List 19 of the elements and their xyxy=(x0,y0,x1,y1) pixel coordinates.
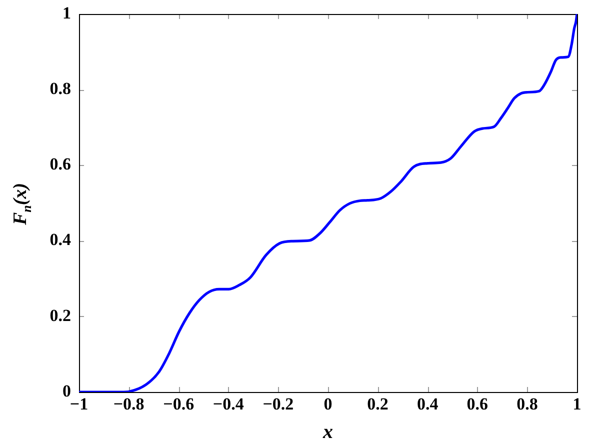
x-tick-label: 0.6 xyxy=(466,394,488,414)
x-tick-label: 0.8 xyxy=(516,394,538,414)
x-tick-label: −0.8 xyxy=(113,394,144,414)
x-tick-label: −0.2 xyxy=(262,394,294,414)
y-tick-label: 0.2 xyxy=(50,306,71,325)
x-tick-label: 1 xyxy=(572,394,582,414)
x-tick-label: 0.4 xyxy=(416,394,439,414)
y-tick-label: 1 xyxy=(62,3,71,22)
line-series xyxy=(79,14,577,392)
y-tick-label: 0 xyxy=(62,381,71,400)
x-axis-title: x xyxy=(322,421,333,444)
x-tick-label: 0.2 xyxy=(367,394,388,414)
y-tick-label: 0.8 xyxy=(50,78,71,98)
x-tick-label: −0.4 xyxy=(212,394,244,414)
x-tick-label: −1 xyxy=(70,394,88,414)
x-tick-label: −0.6 xyxy=(163,394,194,414)
y-tick-label: 0.4 xyxy=(50,230,72,250)
y-tick-label: 0.6 xyxy=(50,154,71,174)
x-tick-label: 0 xyxy=(324,394,332,414)
